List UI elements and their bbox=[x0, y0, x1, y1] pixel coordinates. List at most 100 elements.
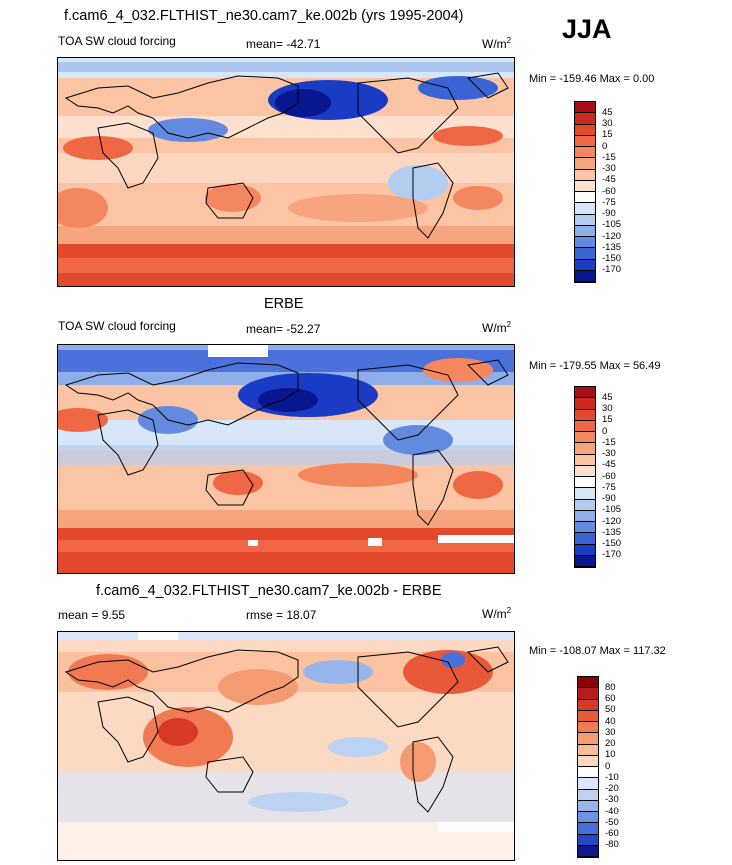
panel-1-colorbar-swatch bbox=[575, 158, 595, 170]
panel-1-units: W/m2 bbox=[482, 36, 511, 51]
panel-3-colorbar-swatch bbox=[578, 699, 598, 711]
panel-1-colorbar-swatch bbox=[575, 124, 595, 136]
panel-2-title: ERBE bbox=[264, 296, 304, 312]
panel-1-unit-base: W/m bbox=[482, 37, 507, 51]
panel-3-colorbar-tick: -20 bbox=[605, 783, 619, 794]
panel-3-colorbar-tick: 40 bbox=[605, 716, 616, 727]
panel-2-colorbar-tick: -170 bbox=[602, 549, 622, 560]
panel-2-colorbar-tick: -45 bbox=[602, 459, 616, 470]
panel-2-colorbar-tick: -90 bbox=[602, 493, 616, 504]
panel-2-mean: mean= -52.27 bbox=[246, 322, 321, 336]
panel-1-colorbar-swatch bbox=[575, 214, 595, 226]
panel-2-colorbar-tick: -150 bbox=[602, 538, 622, 549]
panel-3-colorbar-tick: 50 bbox=[605, 704, 616, 715]
panel-1-colorbar-swatch bbox=[575, 259, 595, 271]
panel-2-colorbar-swatch bbox=[575, 454, 595, 466]
panel-3-colorbar-tick: 10 bbox=[605, 749, 616, 760]
panel-2-colorbar-swatch bbox=[575, 432, 595, 444]
panel-1-colorbar-swatch bbox=[575, 102, 595, 114]
panel-1-colorbar-swatch bbox=[575, 113, 595, 125]
panel-3-colorbar-tick: 30 bbox=[605, 727, 616, 738]
panel-2-colorbar-swatch bbox=[575, 499, 595, 511]
panel-3-title: f.cam6_4_032.FLTHIST_ne30.cam7_ke.002b -… bbox=[96, 583, 442, 599]
panel-1-minmax: Min = -159.46 Max = 0.00 bbox=[529, 73, 655, 85]
panel-3-colorbar-swatch bbox=[578, 778, 598, 790]
panel-3-colorbar-swatch bbox=[578, 722, 598, 734]
panel-1-colorbar-swatch bbox=[575, 237, 595, 249]
panel-3-colorbar-tick: 0 bbox=[605, 761, 611, 772]
panel-2-colorbar-tick: 0 bbox=[602, 426, 608, 437]
panel-3-colorbar-swatch bbox=[578, 789, 598, 801]
panel-2-colorbar-swatch bbox=[575, 465, 595, 477]
panel-2-colorbar: 45 30 15 0 -15 -30 -45 -60 -75 -90 -105 … bbox=[574, 386, 621, 568]
panel-3-colorbar-tick: -80 bbox=[605, 839, 619, 850]
panel-3-colorbar-swatch bbox=[578, 733, 598, 745]
panel-2-units: W/m2 bbox=[482, 320, 511, 335]
panel-3-unit-base: W/m bbox=[482, 607, 507, 621]
panel-1-colorbar-swatch bbox=[575, 135, 595, 147]
panel-3-colorbar-tick: -60 bbox=[605, 828, 619, 839]
panel-1-colorbar-tick: -135 bbox=[602, 242, 622, 253]
panel-2-colorbar-tick: -135 bbox=[602, 527, 622, 538]
panel-2-field bbox=[58, 345, 514, 573]
panel-3-colorbar-tick: 20 bbox=[605, 738, 616, 749]
panel-2-colorbar-tick: -105 bbox=[602, 504, 622, 515]
panel-2-variable-label: TOA SW cloud forcing bbox=[58, 319, 176, 333]
panel-3-mean: mean = 9.55 bbox=[58, 608, 126, 622]
panel-1-colorbar-swatch bbox=[575, 225, 595, 237]
panel-1-colorbar-tick: -90 bbox=[602, 208, 616, 219]
panel-2-colorbar-swatch bbox=[575, 477, 595, 489]
panel-3-minmax: Min = -108.07 Max = 117.32 bbox=[529, 645, 666, 657]
panel-1-colorbar-tick: -105 bbox=[602, 219, 622, 230]
panel-1-colorbar-tick: -45 bbox=[602, 174, 616, 185]
panel-3-colorbar-swatch bbox=[578, 755, 598, 767]
panel-2-colorbar-tick: 45 bbox=[602, 392, 613, 403]
panel-3-units: W/m2 bbox=[482, 606, 511, 621]
panel-2-colorbar-tick: -15 bbox=[602, 437, 616, 448]
panel-1-colorbar-swatch bbox=[575, 147, 595, 159]
panel-2-colorbar-swatch bbox=[575, 420, 595, 432]
panel-3-colorbar-tick: 80 bbox=[605, 682, 616, 693]
panel-1-colorbar-swatch bbox=[575, 180, 595, 192]
panel-1-colorbar-tick: 0 bbox=[602, 141, 608, 152]
panel-1-colorbar-swatch bbox=[575, 248, 595, 260]
panel-3-colorbar-tick: -10 bbox=[605, 772, 619, 783]
panel-3-colorbar-tick: 60 bbox=[605, 693, 616, 704]
panel-1-colorbar: 45 30 15 0 -15 -30 -45 -60 -75 -90 -105 … bbox=[574, 101, 621, 283]
panel-1-colorbar-swatch bbox=[575, 203, 595, 215]
panel-3-colorbar-tick: -40 bbox=[605, 806, 619, 817]
panel-3-colorbar-tick: -30 bbox=[605, 794, 619, 805]
panel-1-colorbar-tick: -120 bbox=[602, 231, 622, 242]
panel-2-colorbar-swatch bbox=[575, 488, 595, 500]
panel-2-colorbar-swatch bbox=[575, 443, 595, 455]
panel-2-unit-exp: 2 bbox=[506, 320, 512, 329]
panel-2-colorbar-tick: -75 bbox=[602, 482, 616, 493]
panel-3-colorbar-swatch bbox=[578, 845, 598, 857]
panel-3-colorbar: 80 60 50 40 30 20 10 0 -10 -20 -30 -40 -… bbox=[577, 676, 619, 858]
panel-2-unit-base: W/m bbox=[482, 321, 507, 335]
panel-3-unit-exp: 2 bbox=[506, 606, 512, 615]
panel-3-colorbar-swatch bbox=[578, 823, 598, 835]
panel-1-colorbar-tick: -60 bbox=[602, 186, 616, 197]
panel-1-colorbar-swatch bbox=[575, 192, 595, 204]
panel-2-colorbar-swatch bbox=[575, 522, 595, 534]
panel-1-colorbar-tick: -30 bbox=[602, 163, 616, 174]
panel-2-minmax: Min = -179.55 Max = 56.49 bbox=[529, 360, 661, 372]
panel-1-title: f.cam6_4_032.FLTHIST_ne30.cam7_ke.002b (… bbox=[64, 8, 464, 24]
panel-1-colorbar-tick: -170 bbox=[602, 264, 622, 275]
panel-1-colorbar-tick: 15 bbox=[602, 129, 613, 140]
panel-3-colorbar-swatch bbox=[578, 812, 598, 824]
panel-1-variable-label: TOA SW cloud forcing bbox=[58, 34, 176, 48]
panel-2-colorbar-swatch bbox=[575, 533, 595, 545]
panel-1-colorbar-tick: 30 bbox=[602, 118, 613, 129]
panel-1-colorbar-tick: -150 bbox=[602, 253, 622, 264]
panel-1-colorbar-tick: -75 bbox=[602, 197, 616, 208]
panel-2-colorbar-swatch bbox=[575, 555, 595, 567]
panel-3-map bbox=[57, 631, 515, 861]
panel-1-colorbar-swatch bbox=[575, 270, 595, 282]
panel-3-colorbar-swatch bbox=[578, 677, 598, 689]
panel-2-colorbar-swatch bbox=[575, 409, 595, 421]
panel-3-colorbar-swatch bbox=[578, 767, 598, 779]
panel-3-colorbar-swatch bbox=[578, 688, 598, 700]
panel-1-field bbox=[58, 58, 514, 286]
